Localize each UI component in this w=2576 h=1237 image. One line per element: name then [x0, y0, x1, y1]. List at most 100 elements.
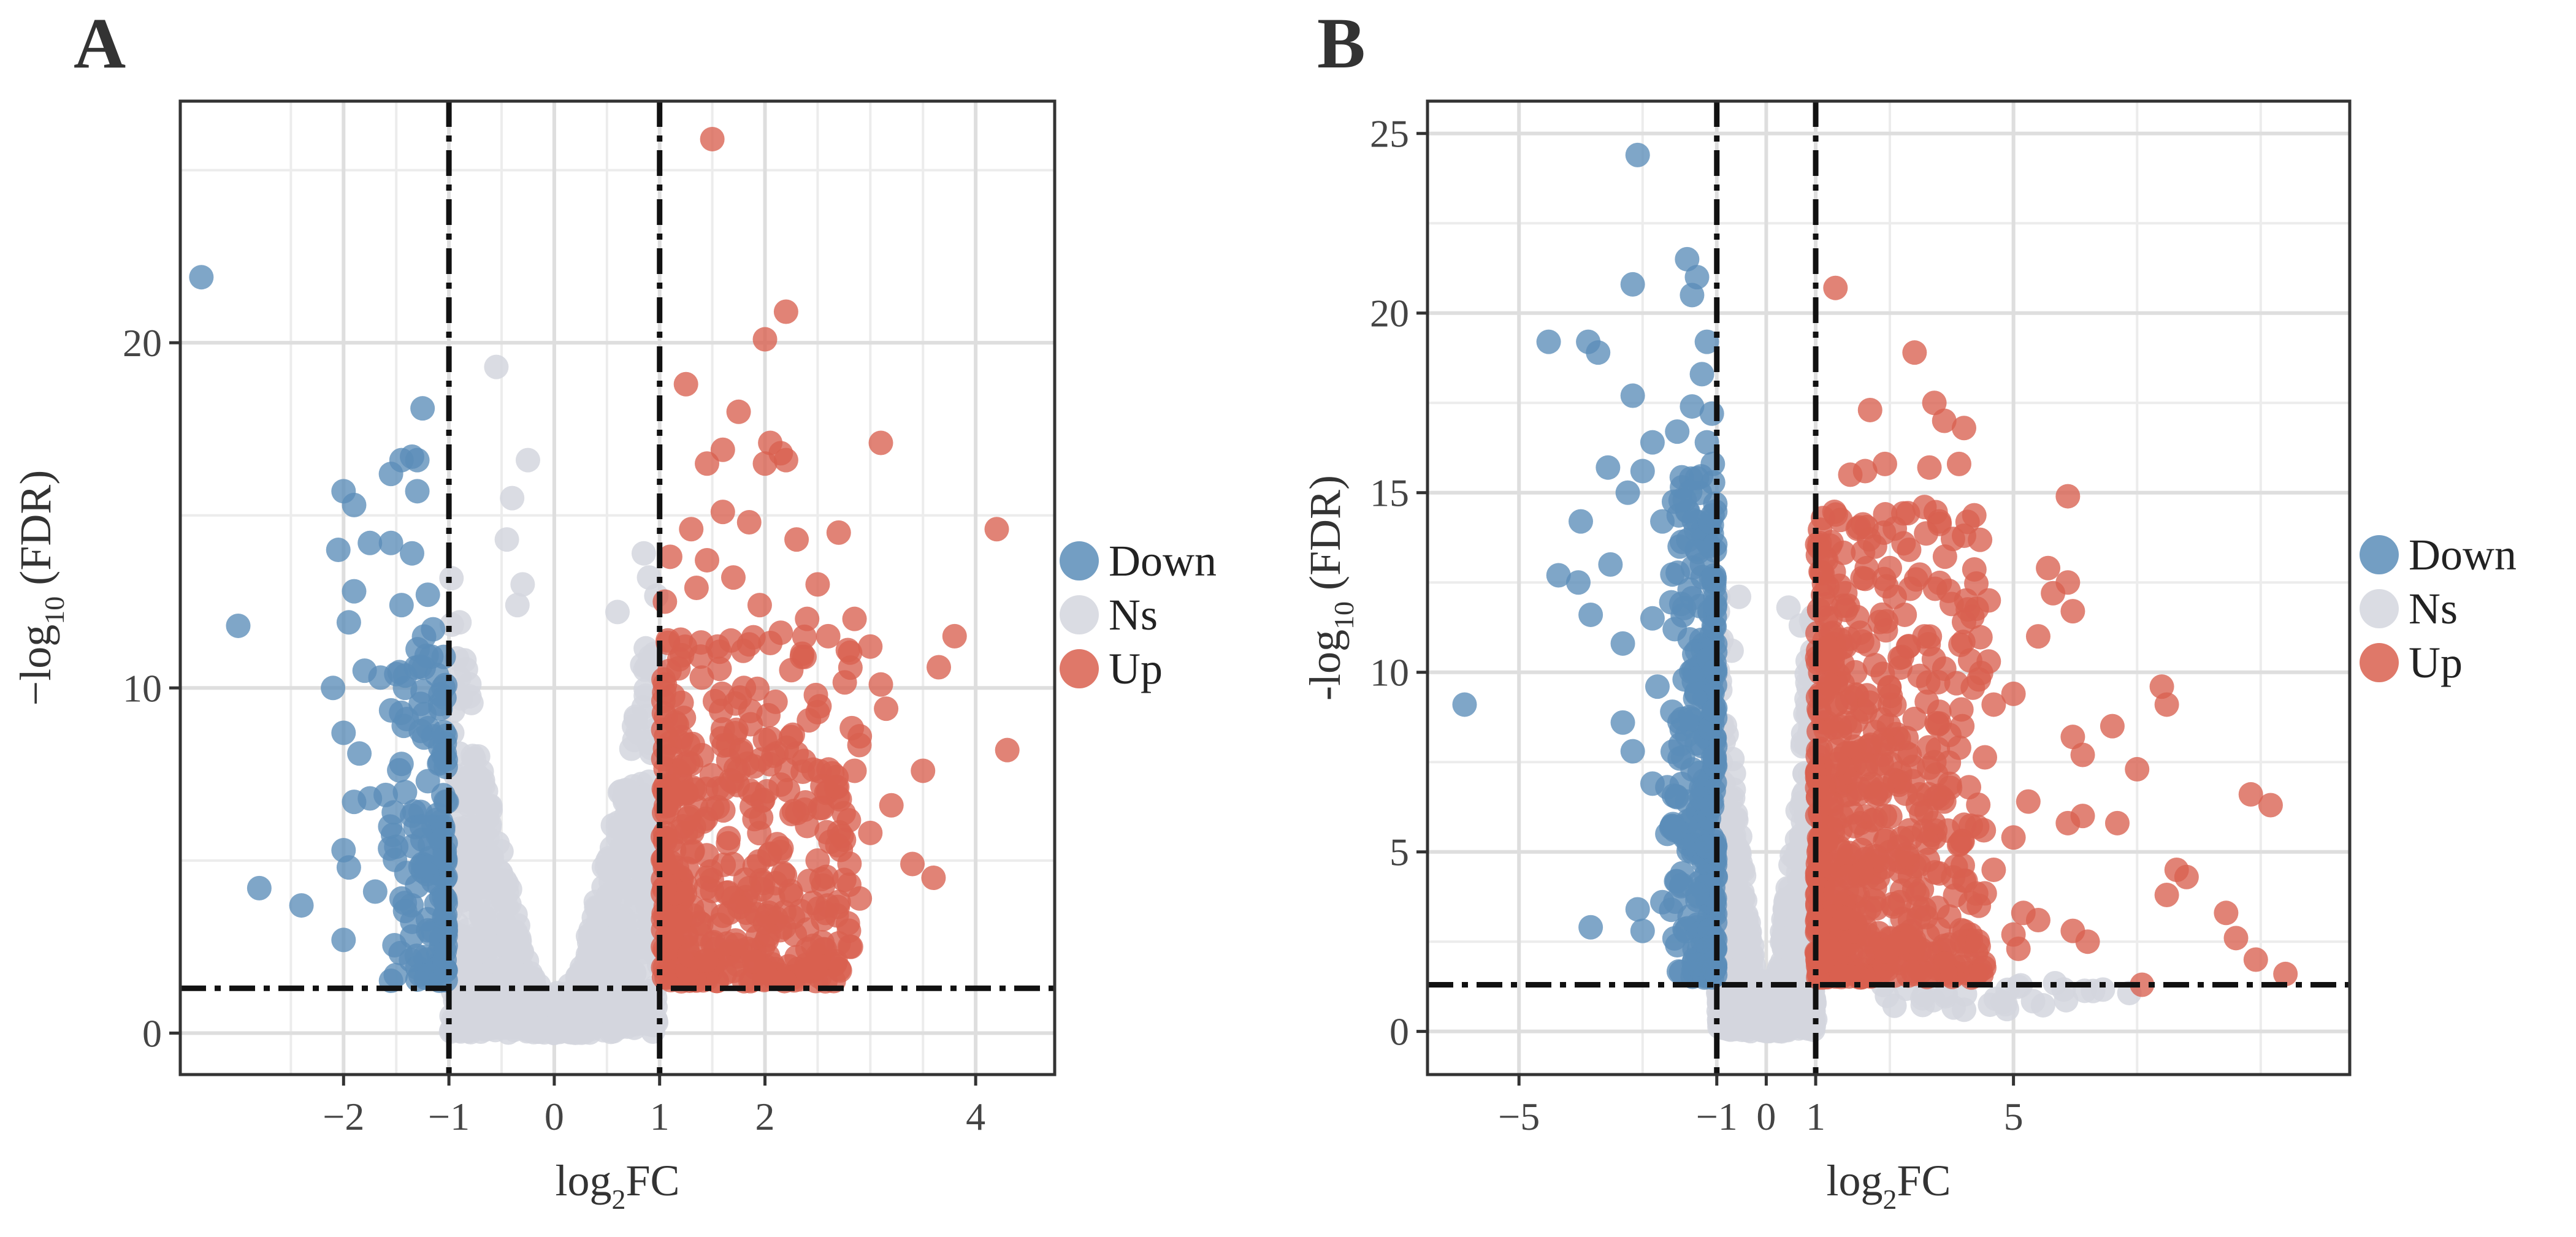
point-up [779, 658, 804, 683]
point-up [1968, 527, 1993, 552]
point-ns [592, 944, 617, 969]
point-up [816, 623, 841, 649]
point-up [2001, 681, 2026, 706]
point-up [1829, 963, 1854, 988]
point-up [2273, 961, 2298, 986]
point-down [1700, 470, 1726, 495]
point-up [711, 798, 736, 823]
point-up [1921, 647, 1946, 672]
point-down [433, 958, 458, 983]
point-down [392, 780, 418, 805]
point-ns [1728, 893, 1753, 918]
point-up [1946, 451, 1971, 476]
y-tick-label: 10 [1370, 651, 1409, 695]
point-up [1871, 566, 1897, 592]
point-up [1870, 661, 1895, 687]
point-up [1891, 531, 1916, 556]
x-axis-label-sub: 2 [1882, 1184, 1897, 1215]
point-ns [1933, 984, 1958, 1009]
point-up [1966, 792, 1991, 817]
point-down [400, 909, 425, 934]
point-down [342, 492, 367, 517]
point-up [752, 327, 778, 352]
point-down [362, 879, 388, 904]
point-up [2060, 725, 2085, 750]
point-up [839, 715, 865, 740]
point-up [1817, 672, 1842, 697]
point-up [1808, 853, 1833, 878]
point-down [1586, 340, 1611, 365]
point-down [1680, 283, 1705, 308]
point-up [2041, 580, 2066, 606]
point-up [1838, 462, 1863, 487]
point-up [763, 870, 788, 896]
x-axis-label-sub: 2 [611, 1184, 625, 1215]
point-up [1889, 826, 1914, 851]
x-tick-label: −2 [323, 1095, 364, 1138]
point-up [1955, 509, 1980, 535]
legend-label-ns: Ns [2409, 584, 2458, 633]
point-down [1620, 739, 1645, 764]
point-ns [460, 744, 485, 769]
point-ns [506, 926, 532, 951]
x-tick-label: −5 [1498, 1095, 1540, 1138]
point-up [1923, 500, 1948, 525]
y-axis-label-rest: (FDR) [1301, 475, 1350, 601]
point-down [331, 720, 356, 745]
point-down [1578, 915, 1603, 940]
point-down [409, 814, 434, 839]
point-ns [631, 541, 656, 566]
point-up [1949, 697, 1974, 722]
legend-label-down: Down [2409, 530, 2517, 579]
point-up [776, 778, 801, 803]
point-ns [586, 905, 611, 931]
legend-key-down [1060, 541, 1099, 580]
point-up [1857, 397, 1882, 422]
point-up [1907, 562, 1932, 587]
series-down [189, 265, 459, 994]
point-up [858, 820, 883, 845]
point-up [1922, 860, 1947, 885]
point-down [387, 758, 412, 783]
point-up [2243, 947, 2268, 972]
series-down [1452, 142, 1729, 990]
point-down [411, 701, 437, 726]
point-down [433, 847, 458, 872]
point-down [1680, 585, 1705, 611]
point-down [433, 902, 458, 927]
point-up [2055, 484, 2081, 509]
point-down [1665, 560, 1691, 585]
point-up [1897, 634, 1922, 659]
point-down [321, 676, 346, 701]
point-up [927, 655, 952, 680]
y-tick-label: 20 [1370, 292, 1409, 335]
point-down [1663, 816, 1688, 842]
point-up [1951, 416, 1976, 441]
point-up [651, 746, 676, 771]
point-down [1664, 785, 1689, 810]
point-up [900, 851, 925, 877]
x-tick-label: 2 [755, 1095, 775, 1138]
point-down [1610, 631, 1635, 656]
point-ns [622, 961, 647, 986]
point-up [773, 299, 798, 324]
point-up [1870, 602, 1895, 627]
point-up [838, 934, 863, 959]
point-up [1819, 791, 1844, 816]
y-axis-label: -log10 (FDR) [1301, 475, 1359, 701]
point-ns [605, 599, 630, 625]
point-ns [1726, 978, 1751, 1003]
point-ns [521, 1019, 546, 1045]
point-up [710, 437, 735, 462]
point-ns [1730, 858, 1756, 883]
point-up [726, 399, 751, 424]
legend-label-up: Up [1109, 644, 1163, 693]
point-ns [1776, 595, 1801, 620]
point-up [2016, 789, 2041, 814]
point-up [720, 769, 745, 794]
point-down [1625, 897, 1650, 922]
point-up [695, 547, 720, 573]
point-ns [1776, 891, 1802, 916]
point-up [1893, 781, 1918, 806]
point-ns [606, 907, 632, 932]
